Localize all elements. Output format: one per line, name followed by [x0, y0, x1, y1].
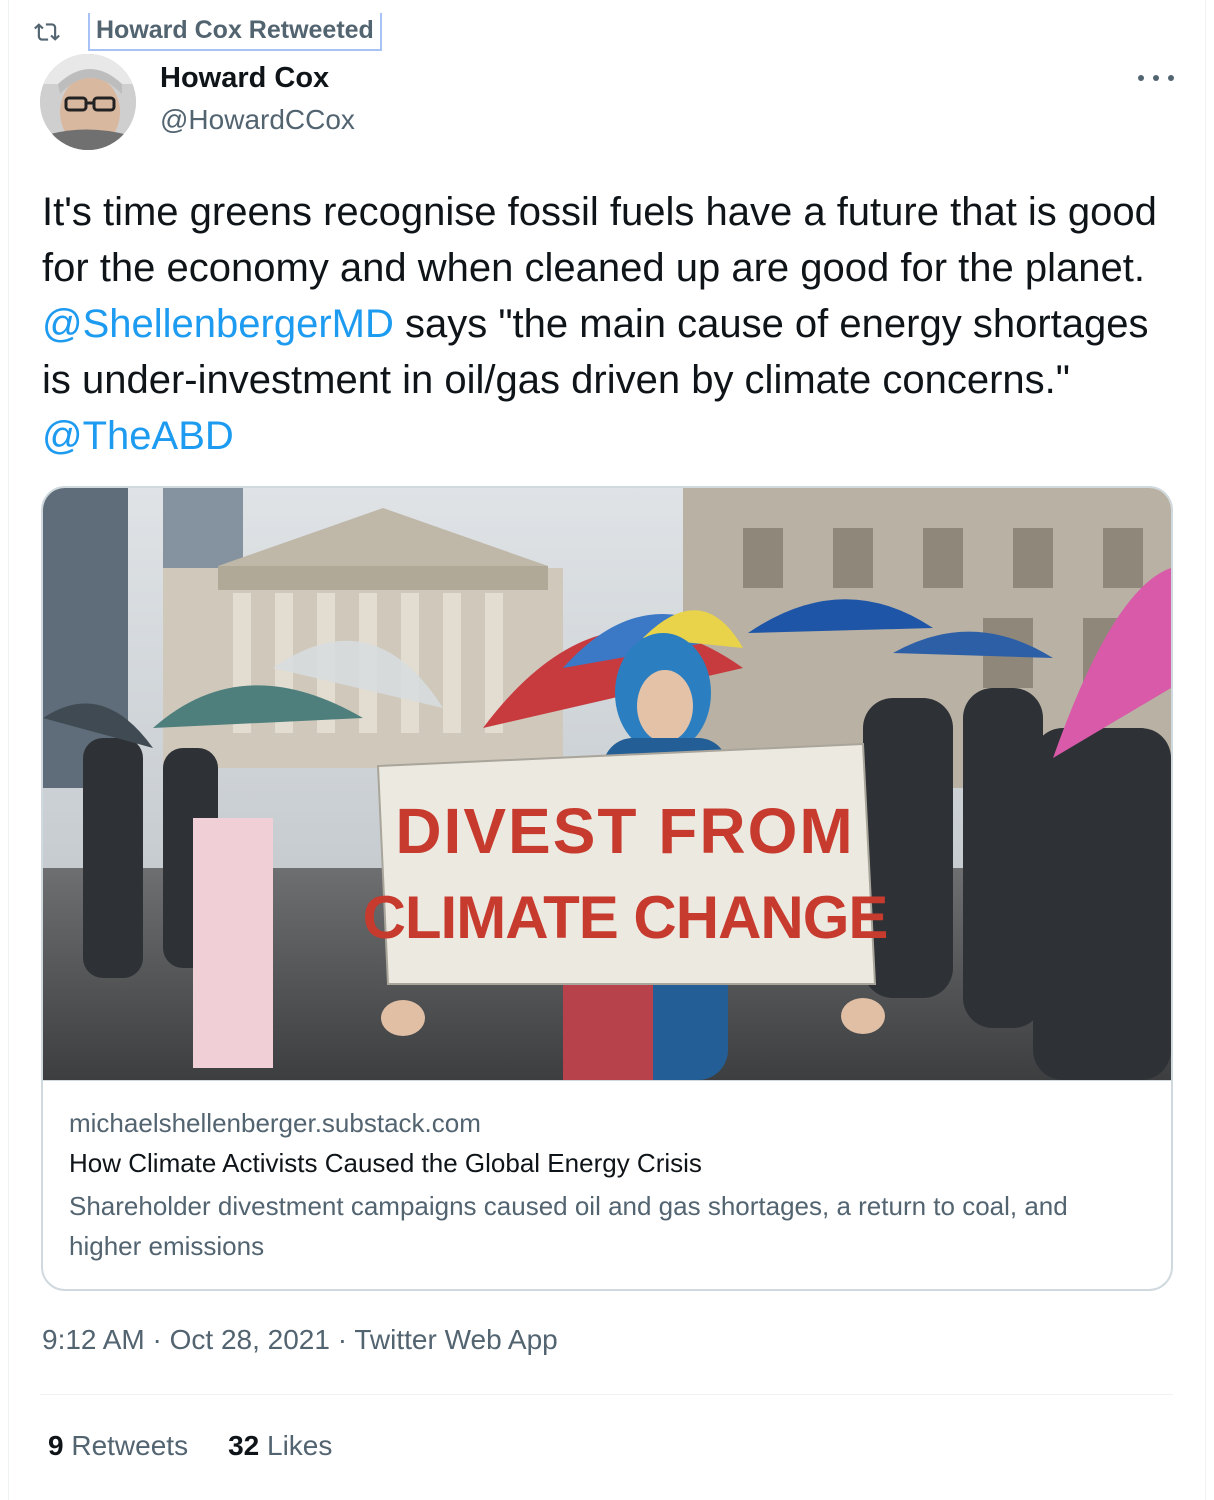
tweet-meta: 9:12 AM · Oct 28, 2021 · Twitter Web App: [42, 1324, 558, 1356]
retweet-icon: [34, 23, 60, 41]
avatar[interactable]: [40, 54, 136, 150]
card-domain: michaelshellenberger.substack.com: [69, 1108, 481, 1138]
mention-theabd[interactable]: @TheABD: [42, 414, 234, 458]
tweet-stats: 9 Retweets 32 Likes: [48, 1430, 332, 1462]
tweet-text: It's time greens recognise fossil fuels …: [42, 184, 1182, 464]
tweet-time[interactable]: 9:12 AM: [42, 1324, 145, 1355]
card-divider: [43, 1080, 1171, 1081]
tweet-text-part: It's time greens recognise fossil fuels …: [42, 190, 1157, 290]
dot: [1168, 75, 1174, 81]
separator: ·: [152, 1324, 162, 1355]
dot: [1153, 75, 1159, 81]
author-handle[interactable]: @HowardCCox: [160, 104, 355, 135]
retweet-label[interactable]: Howard Cox Retweeted: [88, 13, 382, 51]
author-name[interactable]: Howard Cox: [160, 62, 330, 94]
divider: [40, 1394, 1173, 1395]
tweet-date[interactable]: Oct 28, 2021: [169, 1324, 330, 1355]
link-card[interactable]: DIVEST FROM CLIMATE CHANGE michaelshelle…: [41, 486, 1173, 1291]
retweet-indicator: Howard Cox Retweeted: [34, 12, 382, 52]
tweet-frame: [8, 0, 1206, 1500]
sign-line-2: CLIMATE CHANGE: [363, 884, 888, 951]
retweets-count: 9: [48, 1430, 64, 1461]
avatar-photo: [40, 54, 136, 150]
likes-count: 32: [228, 1430, 260, 1461]
tweet-text-part: says "the main cause of energy shortages…: [42, 302, 1149, 402]
more-options-icon[interactable]: [1138, 66, 1174, 90]
sign-line-1: DIVEST FROM: [395, 795, 854, 867]
likes-stat[interactable]: 32 Likes: [228, 1430, 332, 1462]
mention-shellenbergermd[interactable]: @ShellenbergerMD: [42, 302, 394, 346]
dot: [1138, 75, 1144, 81]
separator: ·: [337, 1324, 348, 1355]
retweets-stat[interactable]: 9 Retweets: [48, 1430, 188, 1462]
likes-label: Likes: [267, 1430, 333, 1461]
card-description: Shareholder divestment campaigns caused …: [69, 1191, 1068, 1261]
tweet-source[interactable]: Twitter Web App: [354, 1324, 558, 1355]
retweets-label: Retweets: [71, 1430, 189, 1461]
card-image[interactable]: DIVEST FROM CLIMATE CHANGE: [43, 488, 1171, 1080]
card-title: How Climate Activists Caused the Global …: [69, 1148, 702, 1178]
